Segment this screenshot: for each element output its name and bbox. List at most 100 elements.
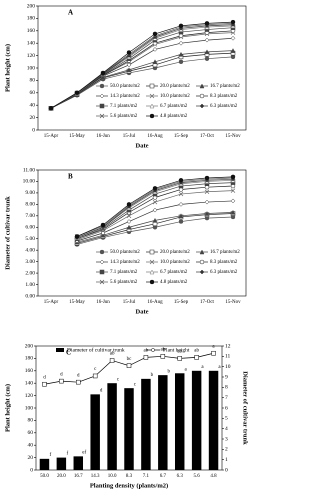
y2-tick-label: 5	[225, 416, 228, 422]
marker	[178, 59, 184, 65]
bar-annotation: c	[117, 377, 120, 382]
marker	[100, 70, 106, 76]
marker	[204, 37, 210, 43]
bar-annotation: a	[201, 365, 204, 370]
x-axis-title: Date	[136, 308, 149, 315]
x-tick-label: 15-Nov	[225, 134, 241, 139]
legend-label: 14.3 plants/m2	[110, 260, 140, 265]
y2-tick-label: 8	[225, 385, 228, 391]
y2-axis-title: Diameter of cultivar trunk	[242, 371, 249, 445]
legend-label: 6.7 plants/m2	[160, 270, 188, 275]
bar	[39, 458, 50, 470]
marker	[143, 355, 149, 360]
marker	[194, 355, 199, 360]
bar	[107, 383, 117, 470]
marker	[204, 189, 210, 195]
y-tick-label: 80	[28, 418, 34, 424]
marker	[199, 103, 205, 109]
plot-frame	[37, 169, 247, 297]
y-tick-label: 1.00	[25, 282, 35, 288]
y-tick-label: 100	[25, 405, 34, 411]
bar	[141, 378, 151, 470]
x-tick-label: 50.0	[40, 474, 49, 479]
series-line	[50, 25, 234, 109]
x-tick-label: 15-May	[69, 134, 85, 139]
marker	[230, 198, 236, 204]
marker	[230, 188, 236, 193]
y-tick-label: 8.00	[25, 202, 35, 208]
marker	[178, 178, 184, 183]
y-tick-label: 120	[25, 393, 34, 399]
series-line	[50, 52, 234, 109]
y-tick-label: 200	[27, 3, 36, 9]
y-tick-label: 40	[28, 442, 34, 448]
bar-annotation: ef	[82, 451, 86, 456]
marker	[126, 50, 132, 55]
marker	[99, 259, 105, 265]
legend-label: 5.6 plants/m2	[110, 114, 138, 119]
x-tick-label: 4.8	[210, 474, 217, 479]
y-tick-label: 200	[25, 343, 34, 349]
x-tick-label: 7.1	[143, 474, 150, 479]
y-tick-label: 60	[30, 90, 36, 96]
legend-label: 5.6 plants/m2	[110, 280, 138, 285]
marker	[178, 40, 184, 46]
marker	[74, 90, 80, 96]
legend-label: 4.8 plants/m2	[160, 114, 188, 119]
marker	[199, 83, 205, 89]
y2-tick-label: 12	[225, 343, 231, 349]
y-tick-label: 10.00	[23, 179, 36, 185]
series-line	[50, 37, 234, 109]
y-tick-label: 80	[30, 78, 36, 84]
series-line	[50, 21, 234, 109]
x-tick-label: 15-Jul	[123, 134, 136, 139]
bar	[191, 370, 202, 470]
legend-marker	[151, 348, 155, 352]
marker	[126, 202, 132, 207]
marker	[126, 219, 132, 224]
marker	[149, 249, 155, 255]
x-tick-label: 8.3	[126, 474, 133, 479]
y-axis-title: Plant height (cm)	[4, 384, 11, 432]
marker	[92, 373, 98, 379]
y-tick-label: 20	[28, 455, 34, 461]
y-tick-label: 7.00	[25, 213, 35, 219]
y-tick-label: 0	[32, 127, 35, 133]
marker	[76, 379, 81, 385]
marker	[99, 113, 105, 119]
marker	[99, 249, 105, 255]
marker	[99, 103, 105, 109]
y2-tick-label: 6	[225, 405, 228, 411]
bar	[208, 370, 219, 470]
marker	[48, 106, 54, 111]
y-tick-label: 0	[30, 467, 33, 473]
bar-annotation: b	[151, 373, 154, 378]
x-tick-label: 20.0	[57, 474, 66, 479]
marker	[100, 222, 106, 228]
x-tick-label: 15-May	[69, 300, 85, 305]
marker	[149, 259, 155, 265]
y-tick-label: 20	[30, 115, 36, 121]
point-annotation: ab	[160, 347, 165, 352]
y2-tick-label: 11	[225, 354, 231, 360]
marker	[152, 31, 158, 37]
bar-annotation: d	[100, 389, 103, 394]
legend-label: 16.7 plants/m2	[210, 84, 240, 89]
marker	[204, 21, 210, 26]
x-tick-label: 15-Sep	[174, 300, 189, 305]
x-tick-label: 17-Oct	[200, 134, 214, 139]
marker	[42, 381, 47, 387]
marker	[177, 356, 182, 361]
marker	[149, 103, 155, 109]
marker	[152, 199, 158, 205]
y-tick-label: 2.00	[25, 270, 35, 276]
bar	[90, 394, 100, 470]
series-line	[50, 50, 234, 109]
legend-label: 7.1 plants/m2	[110, 270, 138, 275]
marker	[230, 19, 236, 25]
point-annotation: c	[94, 367, 97, 372]
legend-label: 20.0 plants/m2	[160, 250, 190, 255]
y-tick-label: 3.00	[25, 259, 35, 265]
x-tick-label: 10.0	[108, 474, 117, 479]
